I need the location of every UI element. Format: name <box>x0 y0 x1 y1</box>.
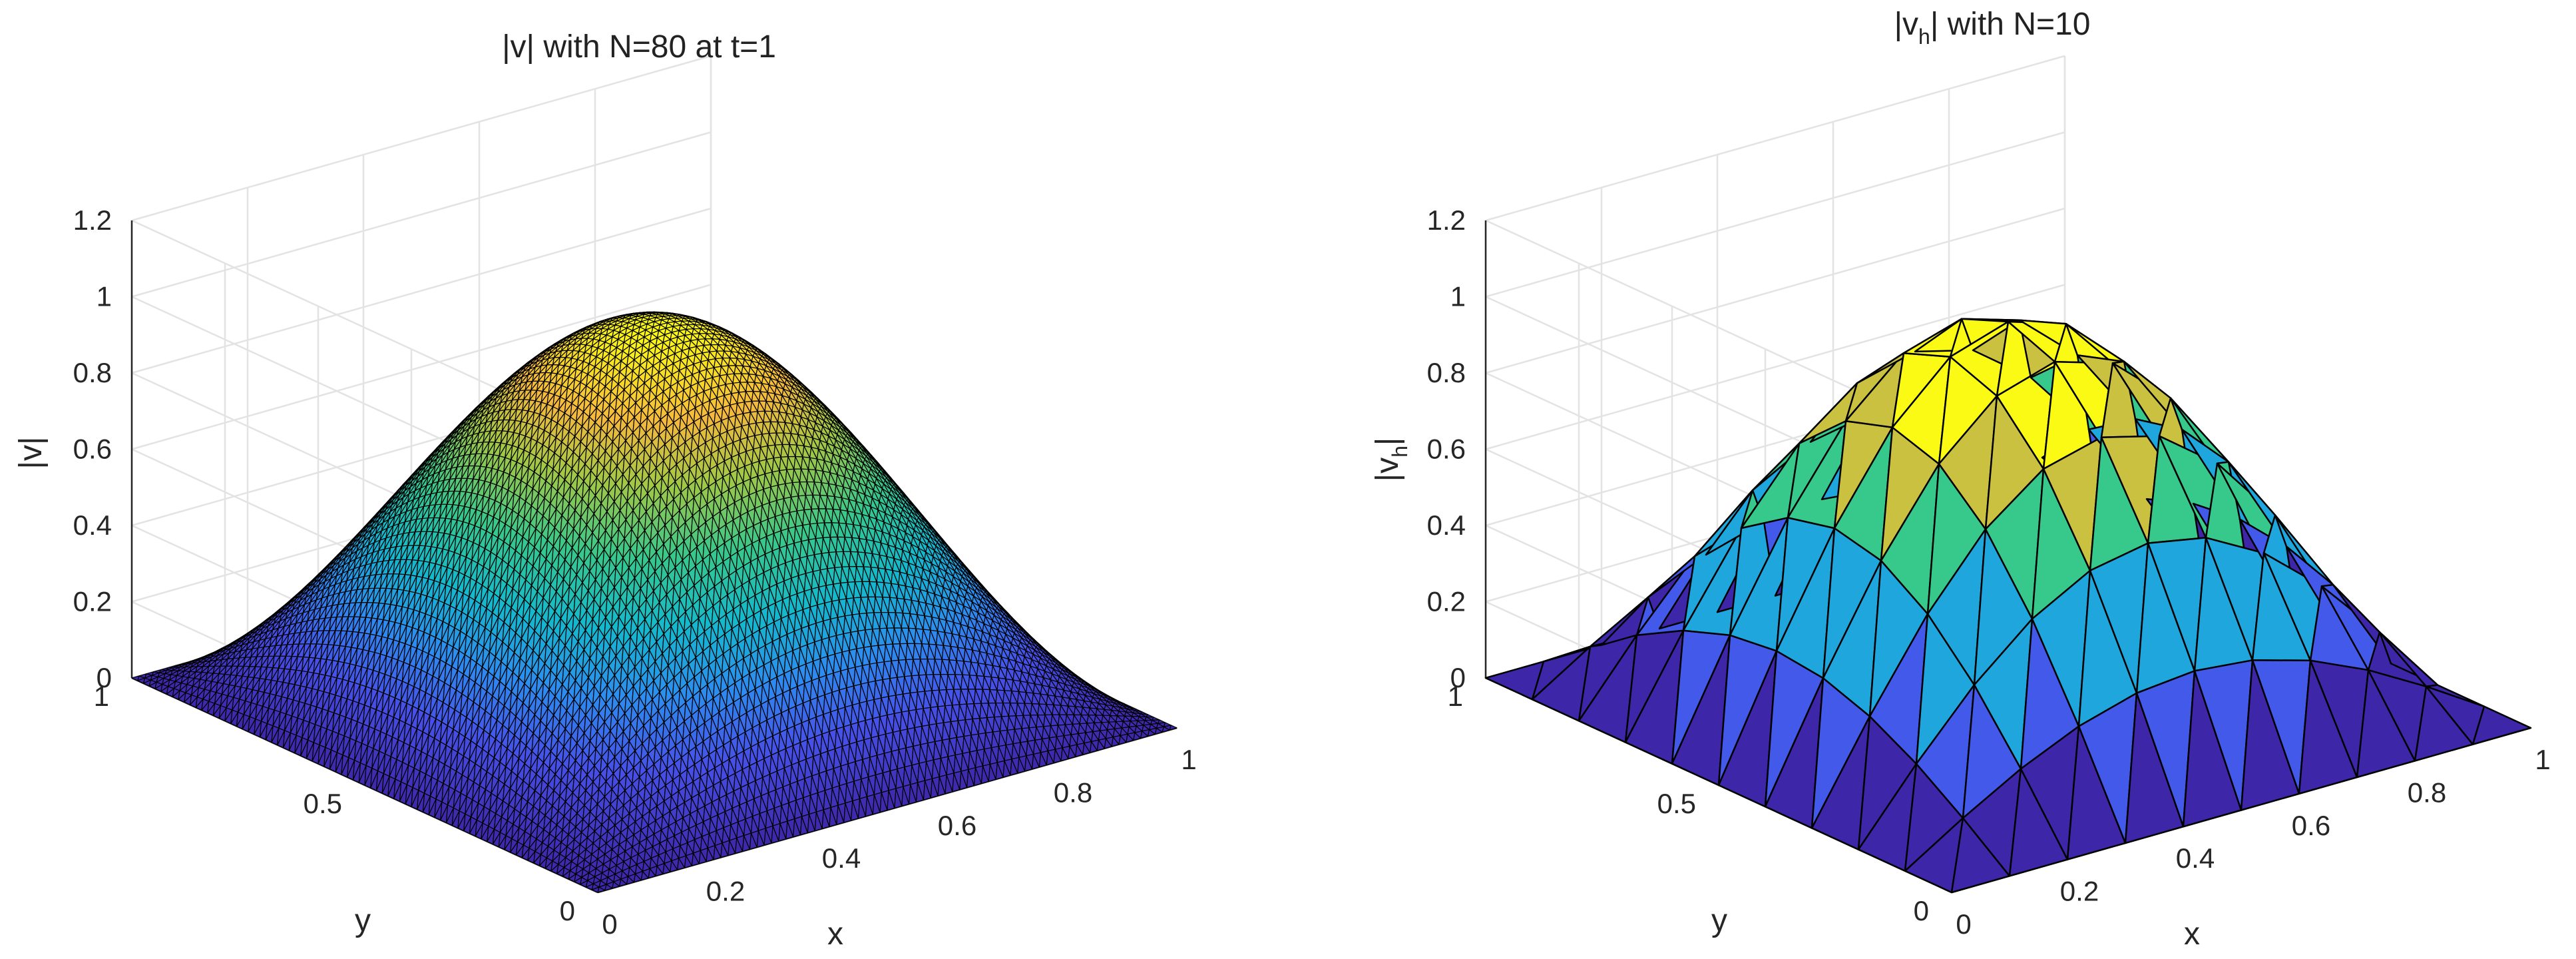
grid-line <box>131 131 712 298</box>
grid-line <box>131 55 712 222</box>
surface-mesh <box>131 311 1178 893</box>
grid-line <box>131 284 712 450</box>
grid-line <box>131 207 712 374</box>
